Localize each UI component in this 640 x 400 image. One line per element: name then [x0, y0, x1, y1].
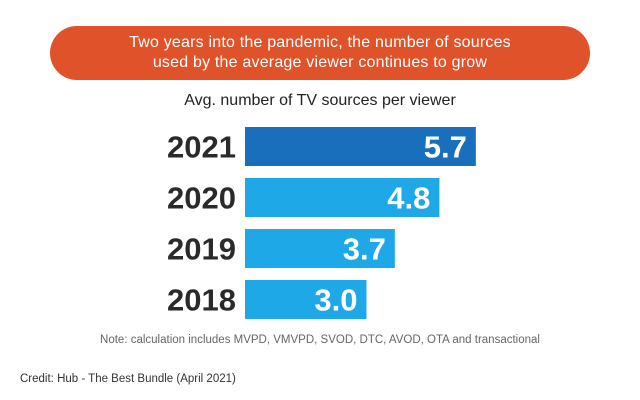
category-label-2020: 2020: [167, 181, 236, 216]
value-label-2019: 3.7: [343, 232, 386, 267]
category-label-2018: 2018: [167, 283, 236, 318]
bar-2021: [245, 127, 476, 166]
category-label-2021: 2021: [167, 130, 236, 165]
headline-line-1: Two years into the pandemic, the number …: [129, 34, 511, 51]
bar-2020: [245, 178, 440, 217]
headline-banner: Two years into the pandemic, the number …: [50, 26, 590, 80]
bar-2019: [245, 229, 395, 268]
chart-title: Avg. number of TV sources per viewer: [184, 92, 456, 109]
headline-line-2: used by the average viewer continues to …: [152, 54, 488, 71]
value-label-2021: 5.7: [424, 130, 467, 165]
category-label-2019: 2019: [167, 232, 236, 267]
chart-note: Note: calculation includes MVPD, VMVPD, …: [100, 334, 540, 346]
value-label-2018: 3.0: [314, 283, 357, 318]
source-credit: Credit: Hub - The Best Bundle (April 202…: [20, 373, 236, 385]
value-label-2020: 4.8: [387, 181, 430, 216]
bar-2018: [245, 280, 367, 319]
